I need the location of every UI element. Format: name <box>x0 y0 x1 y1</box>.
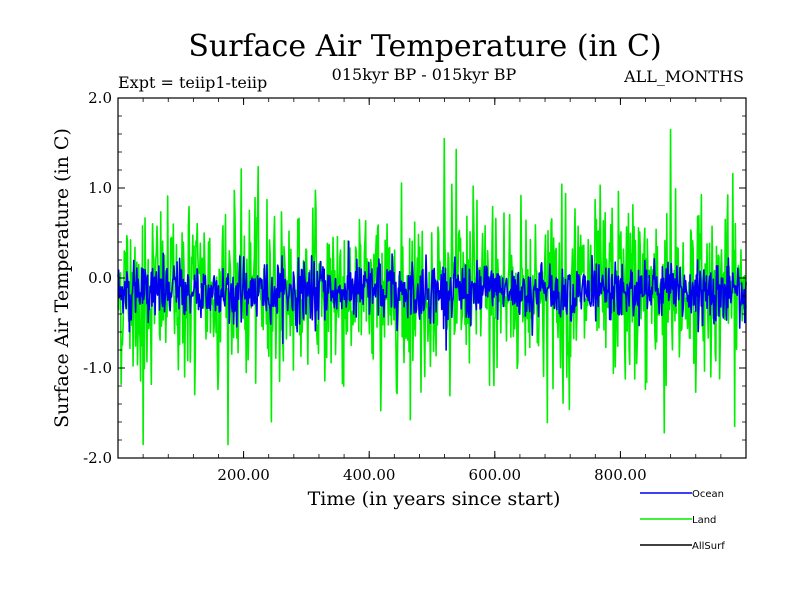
chart-title: Surface Air Temperature (in C) <box>188 29 661 64</box>
x-tick-label: 400.00 <box>343 466 396 484</box>
legend-label-allsurf: AllSurf <box>692 541 725 552</box>
y-tick-label: -2.0 <box>83 449 112 467</box>
legend-label-ocean: Ocean <box>692 489 724 500</box>
months-label: ALL_MONTHS <box>623 67 744 86</box>
series-line-ocean <box>117 240 747 351</box>
y-tick-label: -1.0 <box>83 359 112 377</box>
legend-label-land: Land <box>692 515 716 526</box>
y-tick-label: 0.0 <box>88 269 112 287</box>
y-axis-label: Surface Air Temperature (in C) <box>51 128 73 428</box>
series-line-land <box>117 128 747 446</box>
y-tick-label: 1.0 <box>88 179 112 197</box>
x-axis-label: Time (in years since start) <box>308 488 561 510</box>
experiment-label: Expt = teiip1-teiip <box>118 73 267 92</box>
series-layer <box>117 128 747 446</box>
ticks-layer: 200.00 400.00 600.00 800.00 2.0 1.0 0.0 -1.0 -2.… <box>83 89 747 484</box>
x-tick-label: 800.00 <box>594 466 647 484</box>
legend: Ocean Land AllSurf <box>640 489 725 552</box>
chart-subtitle: 015kyr BP - 015kyr BP <box>332 65 517 84</box>
y-tick-label: 2.0 <box>88 89 112 107</box>
x-tick-label: 600.00 <box>469 466 522 484</box>
x-tick-label: 200.00 <box>217 466 270 484</box>
